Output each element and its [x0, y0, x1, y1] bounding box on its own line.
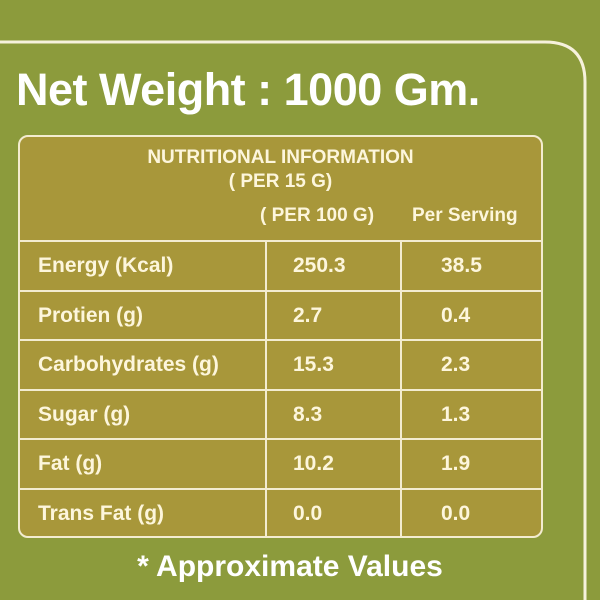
- row-line: [20, 289, 541, 292]
- row-label: Fat (g): [38, 452, 103, 475]
- column-header: ( PER 100 G): [260, 205, 375, 226]
- row-line: [20, 339, 541, 341]
- row-label: Trans Fat (g): [38, 501, 165, 525]
- value-cell: 1.9: [441, 452, 471, 475]
- value-cell: 15.3: [293, 353, 334, 376]
- value-cell: 8.3: [293, 402, 323, 426]
- row-label: Energy (Kcal): [38, 254, 174, 277]
- row-label: Carbohydrates (g): [38, 353, 219, 376]
- value-cell: 250.3: [293, 254, 346, 277]
- table-subheading: ( PER 15 G): [228, 171, 333, 192]
- row-label: Protien (g): [38, 303, 143, 327]
- row-line: [20, 438, 541, 440]
- footnote: * Approximate Values: [137, 550, 443, 583]
- value-cell: 1.3: [441, 402, 471, 426]
- value-cell: 2.3: [441, 353, 471, 376]
- row-line: [20, 388, 541, 391]
- frame-line: [0, 40, 587, 600]
- value-cell: 0.0: [293, 501, 323, 525]
- row-label: Sugar (g): [38, 402, 131, 426]
- table-heading: NUTRITIONAL INFORMATION: [147, 147, 414, 168]
- value-cell: 38.5: [441, 254, 482, 277]
- column-header: Per Serving: [412, 205, 518, 226]
- row-line: [20, 487, 541, 490]
- value-cell: 2.7: [293, 303, 323, 327]
- value-cell: 0.4: [441, 303, 471, 327]
- value-cell: 0.0: [441, 501, 471, 525]
- value-cell: 10.2: [293, 452, 334, 475]
- nutrition-table: NUTRITIONAL INFORMATION ( PER 15 G) ( PE…: [18, 135, 543, 538]
- net-weight: Net Weight : 1000 Gm.: [16, 64, 480, 115]
- row-line: [20, 240, 541, 242]
